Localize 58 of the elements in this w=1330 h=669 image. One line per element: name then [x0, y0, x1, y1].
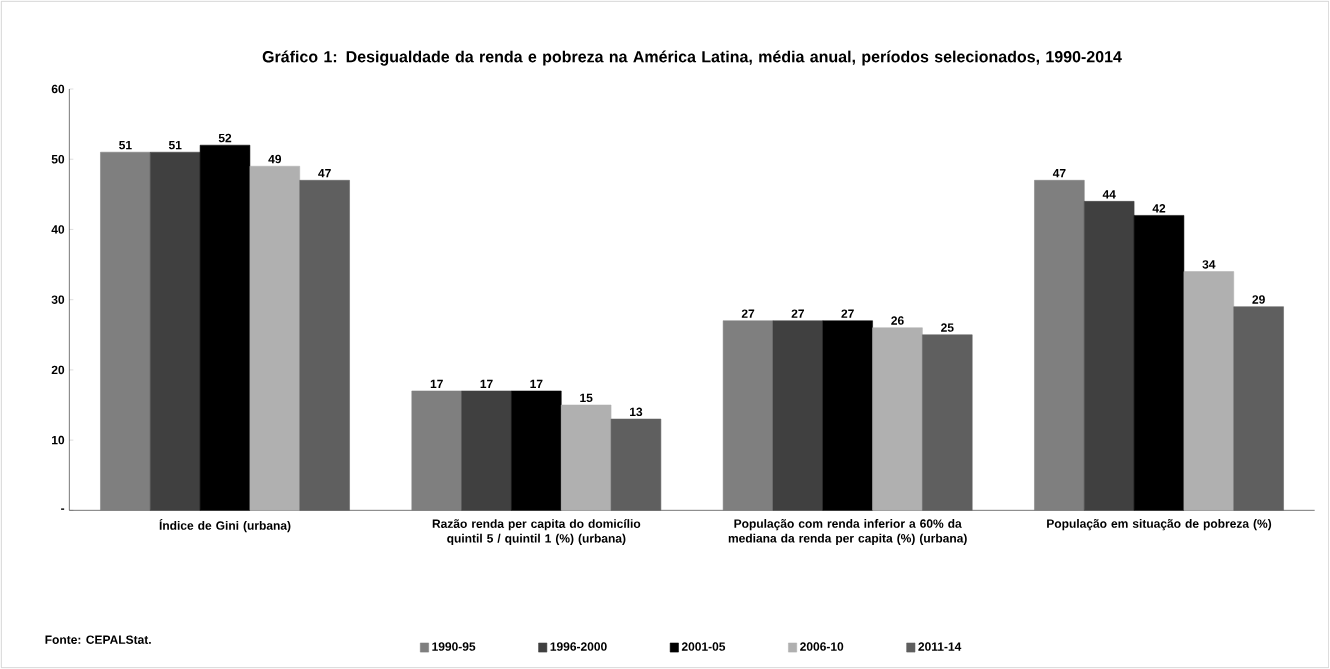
bar	[922, 334, 973, 511]
bar	[1233, 306, 1284, 511]
legend-label: 1990-95	[432, 642, 476, 651]
data-label: 49	[268, 154, 282, 164]
bar	[1084, 201, 1135, 511]
data-label: 42	[1152, 204, 1166, 213]
legend-label: 1996-2000	[550, 642, 607, 651]
data-label: 27	[741, 309, 755, 318]
bar	[822, 320, 873, 511]
data-label: 51	[168, 140, 182, 150]
bar	[1183, 271, 1234, 511]
y-tick-label: 50	[51, 154, 65, 164]
bar	[1034, 180, 1085, 511]
data-label: 27	[841, 309, 854, 318]
x-tick-label: Razão renda per capita do domicílio quintil 5 / quintil 1 (%) (urbana)	[432, 519, 641, 545]
bar	[722, 320, 774, 511]
y-tick-label: 10	[52, 435, 65, 445]
data-label: 17	[480, 379, 493, 389]
chart-title: Gráfico 1: Desigualdade da renda e pobreza na América Latina, média anual, períodos selecionados, 1990-2014	[262, 50, 1122, 66]
bar	[772, 320, 824, 511]
legend-label: 2001-05	[681, 642, 726, 651]
bar	[150, 151, 201, 511]
y-tick-label: 40	[51, 225, 65, 234]
bar	[461, 390, 512, 511]
data-label: 15	[580, 393, 593, 403]
bar	[100, 151, 151, 511]
bar	[1133, 215, 1185, 511]
data-label: 47	[318, 169, 331, 178]
data-label: 27	[791, 309, 805, 318]
bar	[299, 180, 350, 511]
data-label: 13	[630, 407, 643, 417]
bar	[411, 390, 462, 511]
data-label: 47	[1052, 169, 1066, 178]
data-label: 26	[891, 316, 904, 325]
legend-label: 2011-14	[918, 642, 962, 651]
data-label: 44	[1102, 190, 1116, 199]
bar	[249, 165, 300, 511]
y-tick-label: 60	[51, 84, 65, 94]
source-note: Fonte: CEPALStat.	[45, 635, 151, 644]
data-label: 25	[941, 323, 954, 332]
data-label: 29	[1252, 295, 1265, 304]
data-label: 17	[430, 379, 443, 389]
bar	[610, 418, 662, 511]
bar	[199, 144, 251, 511]
y-tick-label: 20	[51, 365, 65, 375]
x-tick-label: População em situação de pobreza (%)	[1047, 519, 1272, 531]
data-label: 51	[119, 140, 132, 150]
data-label: 17	[530, 379, 543, 389]
bar	[872, 327, 923, 511]
x-tick-label: População com renda inferior a 60% da mediana da renda per capita (%) (urbana)	[728, 519, 967, 545]
data-label: 52	[218, 133, 232, 143]
bar	[511, 390, 562, 511]
data-label: 34	[1202, 260, 1216, 269]
y-tick-label: -	[61, 508, 65, 510]
y-tick-label: 30	[51, 295, 65, 304]
x-tick-label: Índice de Gini (urbana)	[159, 519, 291, 533]
legend-label: 2006-10	[800, 642, 844, 651]
bar	[560, 404, 612, 511]
